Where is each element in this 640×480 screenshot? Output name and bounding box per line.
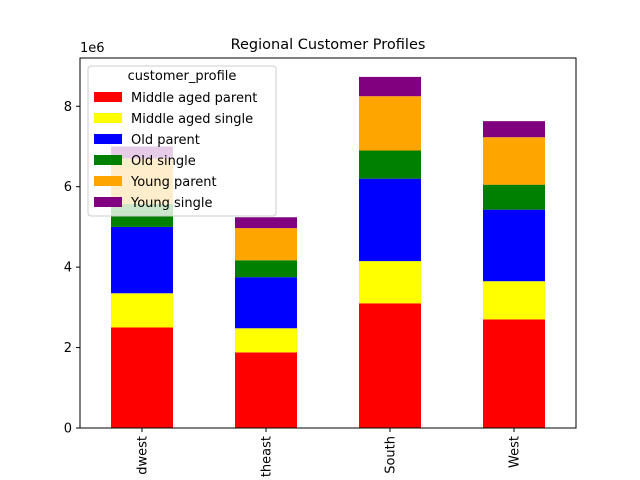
bar-midwest-middle-aged-single (111, 293, 173, 328)
y-axis: 0 2 4 6 8 (64, 100, 80, 437)
y-tick-label: 4 (64, 261, 72, 276)
bar-south-old-parent (359, 178, 421, 262)
x-axis: dwest theast South West (136, 428, 523, 477)
legend-swatch (94, 134, 122, 144)
bar-midwest-middle-aged-parent (111, 327, 173, 428)
y-tick-label: 2 (64, 341, 72, 356)
bar-northeast-old-single (235, 260, 297, 278)
bar-west-old-parent (483, 209, 545, 282)
bar-northeast-young-single (235, 217, 297, 229)
bar-south-middle-aged-single (359, 261, 421, 304)
legend-swatch (94, 176, 122, 186)
legend-entry-label: Old single (131, 154, 196, 169)
legend-entry-label: Old parent (131, 133, 200, 148)
bar-south-middle-aged-parent (359, 303, 421, 428)
bar-northeast-young-parent (235, 228, 297, 261)
bar-northeast-middle-aged-parent (235, 352, 297, 428)
x-tick-label: theast (260, 436, 275, 477)
bar-west-old-single (483, 184, 545, 210)
bar-south-old-single (359, 150, 421, 179)
bar-west-young-single (483, 121, 545, 138)
x-tick-label: South (384, 436, 399, 474)
bar-west-middle-aged-parent (483, 319, 545, 428)
legend-box (87, 65, 277, 217)
bar-south-young-parent (359, 96, 421, 151)
bar-west-middle-aged-single (483, 281, 545, 320)
legend-swatch (94, 197, 122, 207)
chart-title: Regional Customer Profiles (231, 37, 426, 53)
legend-entry-label: Young single (130, 196, 213, 211)
y-tick-label: 0 (64, 422, 72, 437)
bar-west-young-parent (483, 137, 545, 185)
legend-title: customer_profile (128, 69, 237, 84)
legend-entry-label: Middle aged single (131, 112, 253, 127)
x-tick-label: dwest (136, 436, 151, 475)
plot-area-frame (79, 57, 577, 429)
x-tick-label: West (508, 436, 523, 468)
bar-northeast-old-parent (235, 277, 297, 329)
bar-northeast-middle-aged-single (235, 328, 297, 353)
y-tick-label: 6 (64, 180, 72, 195)
legend-entry-label: Middle aged parent (131, 91, 257, 106)
legend-entry-label: Young parent (130, 175, 217, 190)
legend: customer_profile Middle aged parent Middle… (87, 65, 277, 217)
bar-midwest-old-parent (111, 226, 173, 294)
bar-south-young-single (359, 76, 421, 97)
legend-swatch (94, 113, 122, 123)
legend-swatch (94, 155, 122, 165)
legend-swatch (94, 92, 122, 102)
y-axis-scale-label: 1e6 (80, 41, 105, 56)
y-tick-label: 8 (64, 100, 72, 115)
